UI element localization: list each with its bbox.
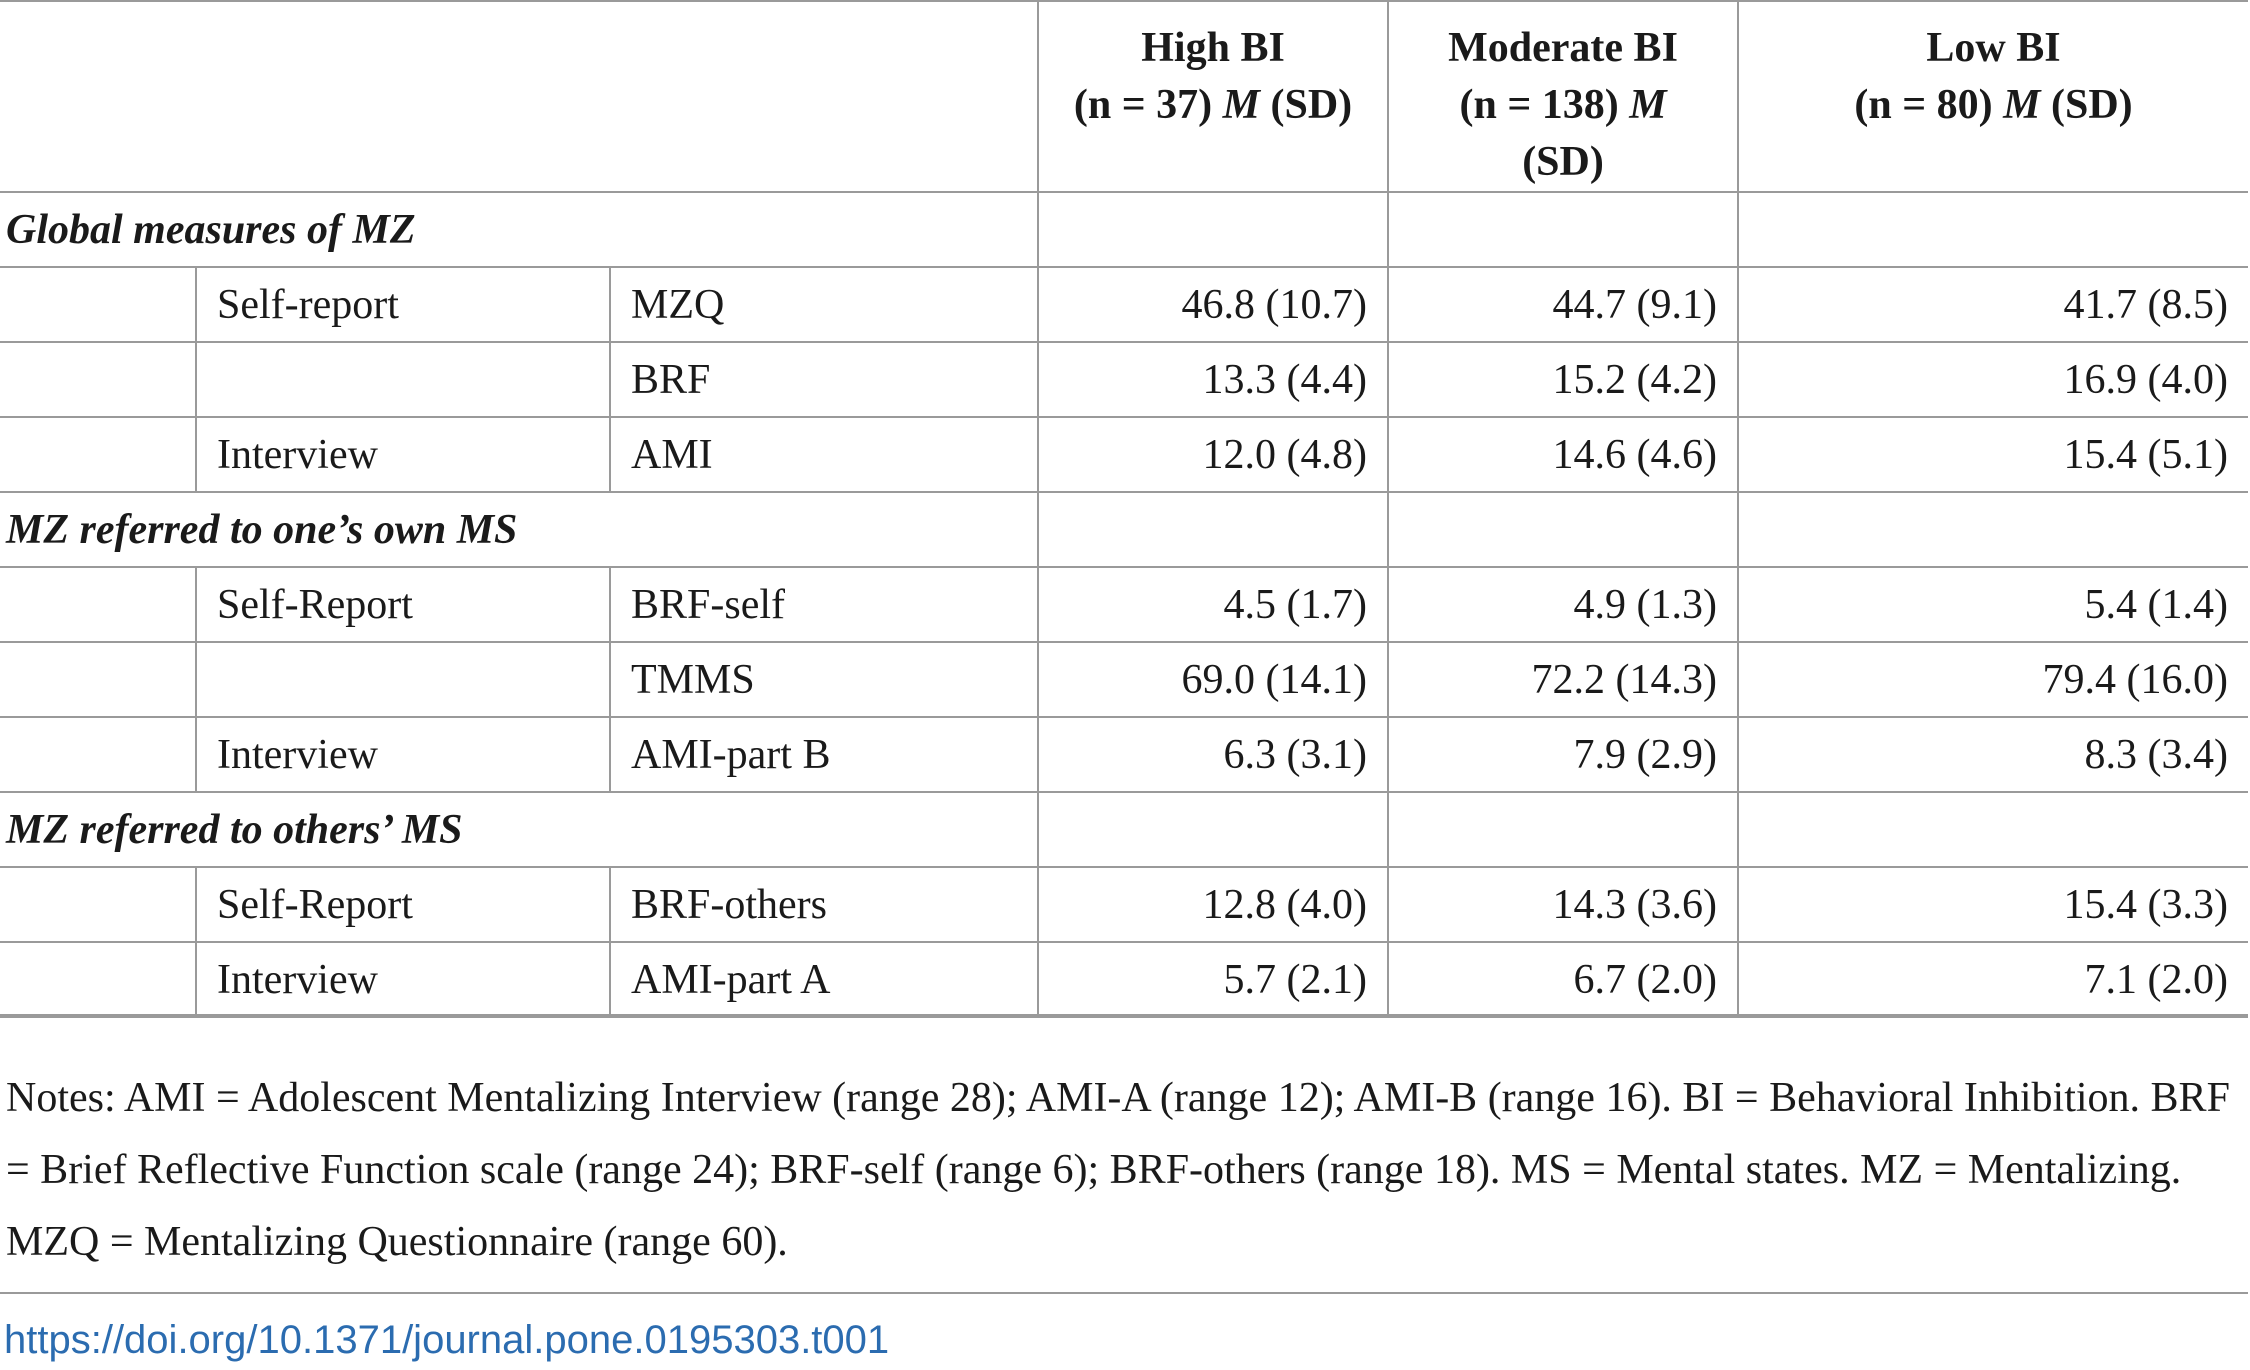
high-bi-value: 12.0 (4.8) [1037,417,1389,493]
section-empty-cell [1037,792,1389,868]
high-bi-value: 12.8 (4.0) [1037,867,1389,943]
moderate-bi-value: 7.9 (2.9) [1387,717,1739,793]
high-bi-value: 4.5 (1.7) [1037,567,1389,643]
table-row: TMMS 69.0 (14.1) 72.2 (14.3) 79.4 (16.0) [0,642,2249,718]
moderate-bi-value: 14.3 (3.6) [1387,867,1739,943]
header-low-bi-label: Low BI [1926,25,2061,71]
measure-name-cell: BRF-others [608,867,1039,943]
measure-type-cell: Interview [195,717,610,793]
measure-type-cell: Interview [195,942,610,1018]
measure-name-cell: BRF [608,342,1039,418]
indent-cell [0,717,196,793]
table-row: Self-report MZQ 46.8 (10.7) 44.7 (9.1) 41.7 … [0,267,2249,343]
header-moderate-bi-label: Moderate BI [1448,25,1678,71]
section-empty-cell [1387,492,1739,568]
header-high-bi-sd: (SD) [1270,82,1353,128]
results-table: High BI (n = 37) M (SD) Moderate BI (n =… [0,0,2249,1018]
header-row: High BI (n = 37) M (SD) Moderate BI (n =… [0,0,2249,193]
header-moderate-bi-sd: (SD) [1522,139,1604,185]
low-bi-value: 15.4 (3.3) [1737,867,2249,943]
measure-type-cell: Self-report [195,267,610,343]
section-empty-cell [1037,492,1389,568]
moderate-bi-value: 44.7 (9.1) [1387,267,1739,343]
measure-name-cell: AMI-part A [608,942,1039,1018]
low-bi-value: 5.4 (1.4) [1737,567,2249,643]
table-row: Interview AMI-part B 6.3 (3.1) 7.9 (2.9) 8.3… [0,717,2249,793]
header-high-bi-label: High BI [1141,25,1285,71]
section-empty-cell [1737,792,2249,868]
measure-name-cell: AMI [608,417,1039,493]
section-empty-cell [1037,192,1389,268]
header-high-bi-n: (n = 37) [1073,82,1213,128]
header-low-bi: Low BI (n = 80) M (SD) [1737,0,2249,193]
high-bi-value: 46.8 (10.7) [1037,267,1389,343]
indent-cell [0,267,196,343]
indent-cell [0,942,196,1018]
moderate-bi-value: 6.7 (2.0) [1387,942,1739,1018]
low-bi-value: 41.7 (8.5) [1737,267,2249,343]
indent-cell [0,867,196,943]
table-row: Interview AMI 12.0 (4.8) 14.6 (4.6) 15.4 (5.… [0,417,2249,493]
header-moderate-bi-n: (n = 138) [1459,82,1619,128]
high-bi-value: 13.3 (4.4) [1037,342,1389,418]
notes-bottom-rule [0,1292,2248,1294]
low-bi-value: 79.4 (16.0) [1737,642,2249,718]
measure-name-cell: AMI-part B [608,717,1039,793]
section-title: MZ referred to one’s own MS [0,492,1039,568]
measure-type-cell [195,342,610,418]
moderate-bi-value: 15.2 (4.2) [1387,342,1739,418]
table-row: Self-Report BRF-self 4.5 (1.7) 4.9 (1.3) 5.4… [0,567,2249,643]
high-bi-value: 6.3 (3.1) [1037,717,1389,793]
header-empty-cell [0,0,1039,193]
measure-type-cell: Interview [195,417,610,493]
measure-type-cell [195,642,610,718]
section-empty-cell [1737,492,2249,568]
table-row: BRF 13.3 (4.4) 15.2 (4.2) 16.9 (4.0) [0,342,2249,418]
measure-name-cell: MZQ [608,267,1039,343]
table-row: Interview AMI-part A 5.7 (2.1) 6.7 (2.0) 7.1… [0,942,2249,1018]
header-moderate-bi-m: M [1629,82,1667,128]
measure-name-cell: BRF-self [608,567,1039,643]
section-empty-cell [1737,192,2249,268]
high-bi-value: 69.0 (14.1) [1037,642,1389,718]
section-row: MZ referred to one’s own MS [0,492,2249,568]
indent-cell [0,567,196,643]
header-low-bi-sd: (SD) [2051,82,2133,128]
doi-link[interactable]: https://doi.org/10.1371/journal.pone.019… [4,1318,890,1362]
header-low-bi-n: (n = 80) [1854,82,1993,128]
moderate-bi-value: 4.9 (1.3) [1387,567,1739,643]
indent-cell [0,417,196,493]
measure-name-cell: TMMS [608,642,1039,718]
low-bi-value: 8.3 (3.4) [1737,717,2249,793]
section-row: MZ referred to others’ MS [0,792,2249,868]
table-bottom-rule [0,1014,2248,1016]
section-title: Global measures of MZ [0,192,1039,268]
header-low-bi-m: M [2003,82,2041,128]
table-notes: Notes: AMI = Adolescent Mentalizing Inte… [6,1075,2230,1265]
section-empty-cell [1387,192,1739,268]
indent-cell [0,642,196,718]
moderate-bi-value: 14.6 (4.6) [1387,417,1739,493]
header-high-bi-m: M [1222,82,1260,128]
low-bi-value: 15.4 (5.1) [1737,417,2249,493]
low-bi-value: 16.9 (4.0) [1737,342,2249,418]
section-empty-cell [1387,792,1739,868]
header-high-bi: High BI (n = 37) M (SD) [1037,0,1389,193]
indent-cell [0,342,196,418]
table-row: Self-Report BRF-others 12.8 (4.0) 14.3 (3.6… [0,867,2249,943]
moderate-bi-value: 72.2 (14.3) [1387,642,1739,718]
measure-type-cell: Self-Report [195,867,610,943]
high-bi-value: 5.7 (2.1) [1037,942,1389,1018]
section-title: MZ referred to others’ MS [0,792,1039,868]
header-moderate-bi: Moderate BI (n = 138) M (SD) [1387,0,1739,193]
measure-type-cell: Self-Report [195,567,610,643]
low-bi-value: 7.1 (2.0) [1737,942,2249,1018]
section-row: Global measures of MZ [0,192,2249,268]
